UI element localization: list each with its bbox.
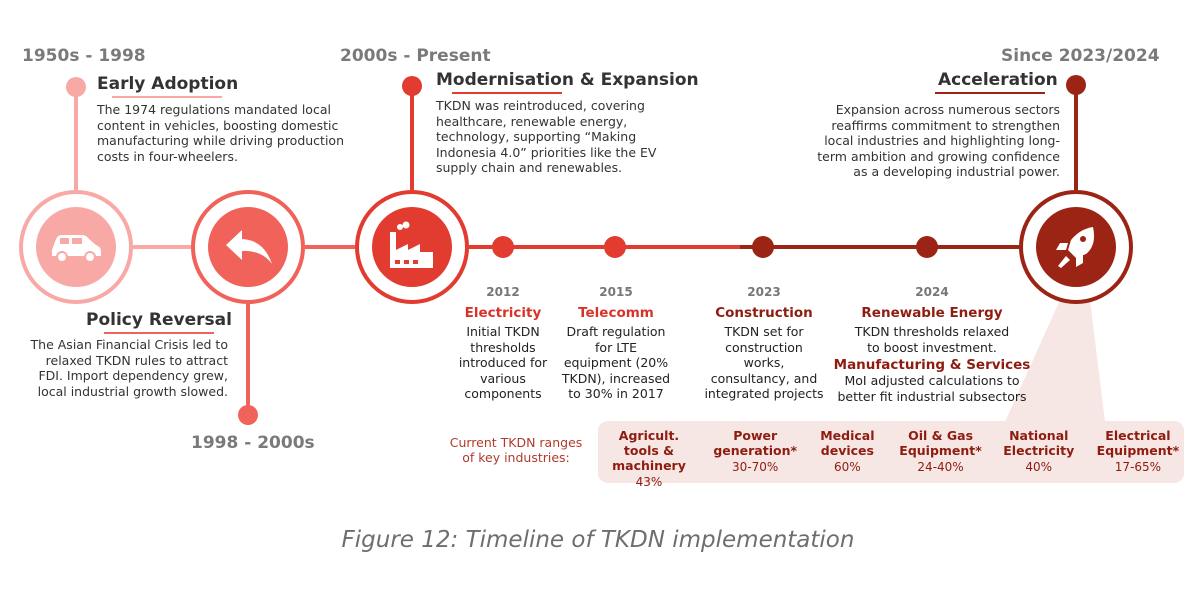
rocket-icon xyxy=(1056,227,1095,268)
reply-arrow-icon xyxy=(226,230,272,264)
industry-item: Power generation* 30-70% xyxy=(711,428,799,490)
stage-desc: TKDN was reintroduced, covering healthca… xyxy=(436,98,657,175)
milestone-heading-2: Manufacturing & Services xyxy=(833,357,1031,373)
industry-name: Oil & Gas Equipment* xyxy=(899,428,982,458)
stage-title: Policy Reversal xyxy=(86,310,232,330)
callout-pointer xyxy=(1005,300,1105,422)
era-label: 2000s - Present xyxy=(340,46,491,66)
milestone-heading: Renewable Energy xyxy=(861,305,1003,321)
stage-dot xyxy=(1066,75,1086,95)
industry-item: National Electricity 40% xyxy=(999,428,1079,490)
stage-circle-2 xyxy=(191,190,305,304)
stage-desc: Expansion across numerous sectors reaffi… xyxy=(817,102,1060,179)
stage-desc: The 1974 regulations mandated local cont… xyxy=(97,102,345,164)
industry-name: Electrical Equipment* xyxy=(1096,428,1180,458)
milestone-heading: Telecomm xyxy=(578,305,654,321)
era-label: Since 2023/2024 xyxy=(1001,46,1160,66)
milestone-heading: Electricity xyxy=(464,305,542,321)
industry-item: Electrical Equipment* 17-65% xyxy=(1092,428,1184,490)
milestone-heading: Construction xyxy=(715,305,813,321)
industry-item: Agricult. tools & machinery 43% xyxy=(600,428,698,490)
milestone-body: Initial TKDN thresholds introduced for v… xyxy=(458,324,548,401)
industry-item: Oil & Gas Equipment* 24-40% xyxy=(896,428,986,490)
industry-value: 17-65% xyxy=(1114,460,1162,474)
industry-name: National Electricity xyxy=(1003,428,1075,458)
stage-dot xyxy=(238,405,258,425)
milestone-body: TKDN thresholds relaxed to boost investm… xyxy=(854,324,1010,355)
milestone-year: 2023 xyxy=(747,285,781,299)
industry-item: Medical devices 60% xyxy=(812,428,882,490)
milestone-dot xyxy=(752,236,774,258)
stage-title: Early Adoption xyxy=(97,74,239,94)
milestone-year: 2015 xyxy=(599,285,633,299)
milestone-2024: 2024 Renewable Energy TKDN thresholds re… xyxy=(832,285,1032,404)
industry-ranges: Agricult. tools & machinery 43% Power gen… xyxy=(600,428,1184,490)
title-underline xyxy=(452,92,562,94)
milestone-year: 2012 xyxy=(486,285,520,299)
stage-title: Acceleration xyxy=(938,70,1058,90)
title-underline xyxy=(112,96,222,98)
industry-value: 30-70% xyxy=(732,460,779,474)
era-label: 1998 - 2000s xyxy=(191,433,315,453)
figure-caption: Figure 12: Timeline of TKDN implementati… xyxy=(341,527,855,553)
industry-value: 24-40% xyxy=(917,460,964,474)
title-underline xyxy=(935,92,1045,94)
factory-icon xyxy=(390,221,433,268)
stage-title: Modernisation & Expansion xyxy=(436,70,699,90)
industry-name: Medical devices xyxy=(820,428,875,458)
callout-box xyxy=(598,421,1184,483)
ranges-label: Current TKDN ranges of key industries: xyxy=(449,435,583,465)
milestone-body-2: MoI adjusted calculations to better fit … xyxy=(837,373,1027,404)
milestone-2012: 2012 Electricity Initial TKDN thresholds… xyxy=(453,285,553,402)
milestone-2015: 2015 Telecomm Draft regulation for LTE e… xyxy=(560,285,672,402)
industry-value: 40% xyxy=(1025,460,1053,474)
industry-name: Power generation* xyxy=(713,428,798,458)
milestone-year: 2024 xyxy=(915,285,949,299)
stage-dot xyxy=(66,77,86,97)
milestone-body: TKDN set for construction works, consult… xyxy=(704,324,824,401)
milestone-body: Draft regulation for LTE equipment (20% … xyxy=(561,324,671,401)
stage-dot xyxy=(402,76,422,96)
stage-desc: The Asian Financial Crisis led to relaxe… xyxy=(30,337,228,399)
title-underline xyxy=(104,332,214,334)
industry-value: 60% xyxy=(834,460,861,474)
stage-circle-3 xyxy=(355,190,469,304)
milestone-dot xyxy=(492,236,514,258)
stage-circle-1 xyxy=(19,190,133,304)
era-label: 1950s - 1998 xyxy=(22,46,146,66)
car-icon xyxy=(52,235,101,263)
stage-circle-4 xyxy=(1019,190,1133,304)
industry-name: Agricult. tools & machinery xyxy=(612,428,686,473)
industry-value: 43% xyxy=(635,475,663,489)
milestone-2023: 2023 Construction TKDN set for construct… xyxy=(703,285,825,402)
milestone-dot xyxy=(604,236,626,258)
milestone-dot xyxy=(916,236,938,258)
